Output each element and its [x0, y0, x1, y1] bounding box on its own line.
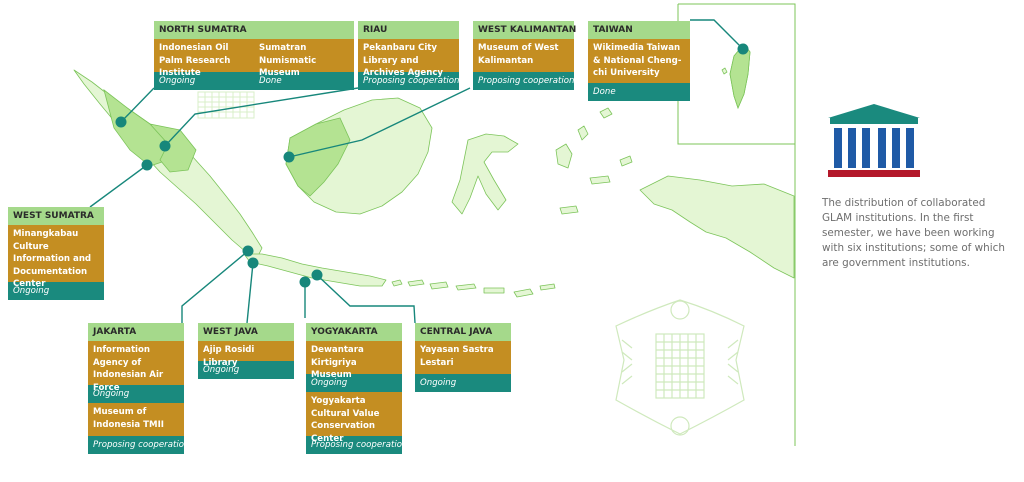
museum-roof [828, 104, 920, 118]
museum-building-icon [828, 104, 920, 177]
leader-central-java [316, 274, 416, 324]
leader-riau [164, 87, 359, 147]
status-badge: Proposing cooperation [88, 436, 184, 454]
region-title: TAIWAN [588, 21, 690, 39]
card-central-java: CENTRAL JAVA Yayasan Sastra Lestari Ongo… [415, 323, 511, 392]
institution-name: Yogyakarta Cultural Value Conservation C… [306, 392, 402, 444]
status-badge: Proposing cooperation [358, 72, 459, 90]
marker-west-java [247, 257, 259, 269]
status-badge: Ongoing [198, 361, 294, 379]
status-badge: Ongoing [154, 72, 254, 90]
leader-west-sumatra [89, 164, 148, 208]
institution-name: Museum of West Kalimantan [473, 39, 574, 72]
card-north-sumatra: NORTH SUMATRA Indonesian Oil Palm Resear… [154, 21, 354, 90]
region-title: CENTRAL JAVA [415, 323, 511, 341]
marker-riau [159, 140, 171, 152]
status-badge: Ongoing [88, 385, 184, 403]
sulawesi-island [451, 133, 519, 215]
institution-name: Pekanbaru City Library and Archives Agen… [358, 39, 459, 78]
card-yogyakarta: YOGYAKARTA Dewantara Kirtigriya Museum O… [306, 323, 402, 454]
card-jakarta: JAKARTA Information Agency of Indonesian… [88, 323, 184, 454]
region-title: WEST SUMATRA [8, 207, 104, 225]
status-badge: Done [588, 83, 690, 101]
status-badge: Proposing cooperation [306, 436, 402, 454]
institution-name: Ajip Rosidi Library [198, 341, 294, 368]
marker-taiwan [737, 43, 749, 55]
papua-island [639, 175, 795, 279]
region-title: WEST JAVA [198, 323, 294, 341]
leader-west-kalimantan [288, 87, 471, 158]
status-badge: Proposing cooperation [473, 72, 574, 90]
status-badge: Done [254, 72, 354, 90]
marker-west-sumatra [141, 159, 153, 171]
region-title: RIAU [358, 21, 459, 39]
card-taiwan: TAIWAN Wikimedia Taiwan & National Cheng… [588, 21, 690, 101]
marker-central-java [311, 269, 323, 281]
institution-name: Information Agency of Indonesian Air For… [88, 341, 184, 393]
marker-jakarta [242, 245, 254, 257]
card-west-sumatra: WEST SUMATRA Minangkabau Culture Informa… [8, 207, 104, 300]
status-badge: Ongoing [415, 374, 511, 392]
institution-name: Minangkabau Culture Information and Docu… [8, 225, 104, 289]
marker-yogyakarta [299, 276, 311, 288]
institution-name: Museum of Indonesia TMII [88, 403, 184, 436]
leader-west-java [246, 262, 254, 324]
region-title: NORTH SUMATRA [154, 21, 354, 39]
region-title: WEST KALIMANTAN [473, 21, 576, 39]
institution-name: Sumatran Numismatic Museum [254, 39, 354, 78]
leader-jakarta [181, 250, 249, 323]
west-kalimantan-region [285, 117, 351, 197]
taiwan-region [729, 43, 751, 110]
region-title: YOGYAKARTA [306, 323, 402, 341]
status-badge: Ongoing [306, 374, 402, 392]
marker-west-kalimantan [283, 151, 295, 163]
leader-taiwan [690, 19, 744, 50]
card-riau: RIAU Pekanbaru City Library and Archives… [358, 21, 459, 90]
leader-north-sumatra [120, 87, 155, 123]
museum-base [828, 170, 920, 177]
decorative-motif-bottom [615, 299, 745, 436]
decorative-motif-top [197, 91, 255, 119]
institution-name: Dewantara Kirtigriya Museum [306, 341, 402, 380]
status-badge: Ongoing [8, 282, 104, 300]
marker-north-sumatra [115, 116, 127, 128]
region-title: JAKARTA [88, 323, 184, 341]
card-west-java: WEST JAVA Ajip Rosidi Library Ongoing [198, 323, 294, 379]
institution-name: Indonesian Oil Palm Research Institute [154, 39, 254, 78]
card-west-kalimantan: WEST KALIMANTAN Museum of West Kalimanta… [473, 21, 576, 90]
description-text: The distribution of collaborated GLAM in… [822, 197, 1005, 269]
institution-name: Wikimedia Taiwan & National Cheng-chi Un… [588, 39, 690, 83]
institution-name: Yayasan Sastra Lestari [415, 341, 511, 374]
